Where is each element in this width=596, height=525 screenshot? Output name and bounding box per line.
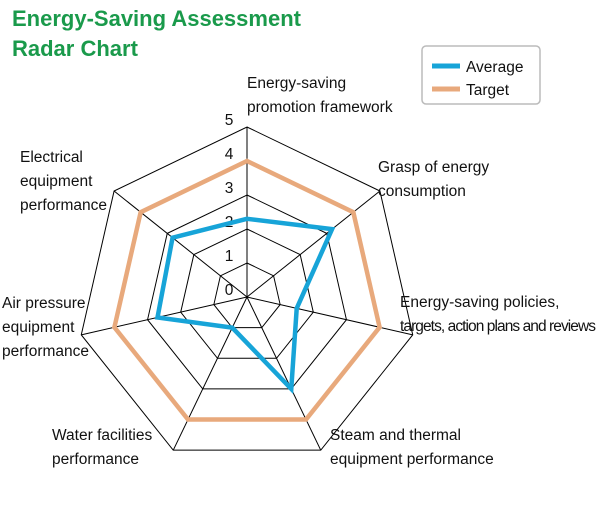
category-label: Water facilities performance <box>52 427 152 468</box>
category-label: Steam and thermal equipment performance <box>330 427 494 468</box>
spoke <box>113 190 248 298</box>
r-tick-label: 3 <box>225 180 234 197</box>
legend-label: Target <box>466 82 510 99</box>
spoke <box>246 296 322 451</box>
category-label: Energy-saving promotion framework <box>247 75 393 116</box>
spoke <box>246 296 413 336</box>
chart-title: Energy-Saving Assessment Radar Chart <box>12 6 301 61</box>
category-label: Air pressure equipment performance <box>2 295 89 360</box>
series-line <box>154 216 336 395</box>
spoke <box>172 296 248 451</box>
grid-ring <box>213 262 281 329</box>
category-label: Energy-saving policies, targets, action p… <box>400 294 596 335</box>
grid-ring <box>147 194 347 390</box>
spoke <box>246 190 381 298</box>
legend-label: Average <box>466 59 523 76</box>
r-tick-label: 1 <box>225 248 234 265</box>
category-label: Grasp of energy consumption <box>378 159 489 200</box>
grid-ring <box>80 126 414 451</box>
r-tick-label: 0 <box>225 282 234 299</box>
category-label: Electrical equipment performance <box>20 149 107 214</box>
r-tick-label: 4 <box>225 146 234 163</box>
r-tick-label: 5 <box>225 112 234 129</box>
spoke <box>81 296 248 336</box>
grid-ring <box>180 228 314 359</box>
series-line <box>111 158 383 422</box>
